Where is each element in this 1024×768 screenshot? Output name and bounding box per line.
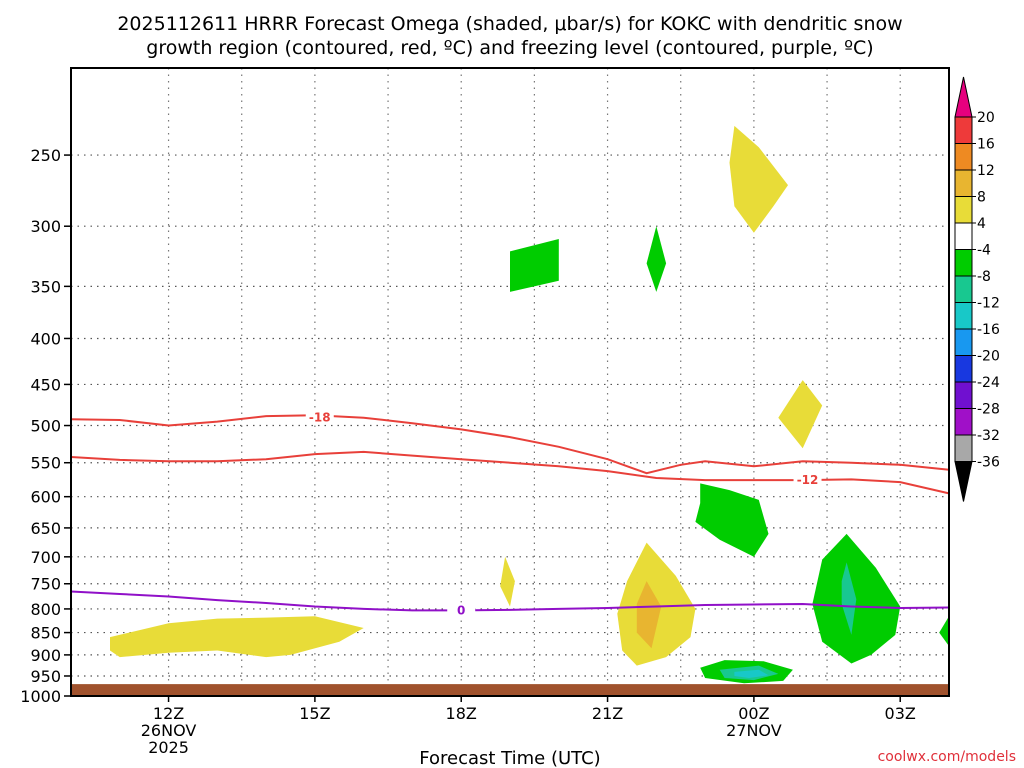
y-tick-label: 1000 (20, 687, 61, 706)
y-tick-label: 700 (30, 548, 61, 567)
colorbar-label: -20 (977, 349, 1000, 365)
omega-region (734, 669, 769, 678)
y-tick-label: 300 (30, 217, 61, 236)
colorbar-segment (954, 408, 973, 436)
colorbar-label: -36 (977, 455, 1000, 471)
colorbar-segment (954, 169, 973, 197)
x-tick-label: 15Z (299, 704, 330, 723)
x-axis-label: Forecast Time (UTC) (419, 748, 600, 768)
colorbar-segment (954, 196, 973, 224)
omega-region (510, 239, 559, 292)
colorbar: 20 16 12 8 4 -4 -8 -12 -16 -20 -24 -28 -32 -36 (954, 76, 1000, 502)
y-tick-label: 350 (30, 277, 61, 296)
contour-line (70, 590, 950, 612)
contour-label: 0 (457, 603, 465, 617)
y-tick-label: 800 (30, 600, 61, 619)
colorbar-segment (954, 434, 973, 462)
omega-region (500, 556, 515, 607)
omega-region (729, 125, 788, 233)
colorbar-label: -8 (977, 269, 991, 285)
colorbar-label: 16 (977, 137, 995, 153)
omega-region (812, 533, 901, 664)
colorbar-top-arrow (954, 76, 973, 118)
contour-label: -18 (309, 411, 331, 425)
colorbar-label: 20 (977, 110, 995, 126)
colorbar-label: -28 (977, 402, 1000, 418)
x-tick-label: 18Z (446, 704, 477, 723)
x-tick-year: 2025 (148, 738, 189, 757)
y-tick-label: 950 (30, 667, 61, 686)
y-tick-label: 250 (30, 146, 61, 165)
y-tick-label: 900 (30, 646, 61, 665)
y-tick-label: 750 (30, 575, 61, 594)
colorbar-label: 4 (977, 216, 986, 232)
colorbar-label: -32 (977, 428, 1000, 444)
y-tick-label: 600 (30, 488, 61, 507)
colorbar-segment (954, 249, 973, 277)
colorbar-label: -12 (977, 296, 1000, 312)
omega-region (636, 581, 662, 649)
x-tick-date: 26NOV (141, 721, 197, 740)
x-tick-label: 00Z (738, 704, 769, 723)
y-axis-ticks: 250 300 350 400 450 500 550 600 650 700 750 800 850 9… (20, 146, 71, 706)
y-tick-label: 400 (30, 329, 61, 348)
contour-label: -12 (797, 473, 819, 487)
omega-shading (110, 125, 949, 684)
colorbar-label: -16 (977, 322, 1000, 338)
x-tick-date: 27NOV (726, 721, 782, 740)
y-tick-label: 850 (30, 624, 61, 643)
y-tick-label: 550 (30, 454, 61, 473)
plot-frame (70, 67, 950, 697)
colorbar-segment (954, 328, 973, 356)
y-tick-label: 650 (30, 519, 61, 538)
colorbar-label: 12 (977, 163, 995, 179)
colorbar-segment (954, 381, 973, 409)
colorbar-label: -24 (977, 375, 1000, 391)
omega-region (646, 226, 667, 292)
chart-title-line1: 2025112611 HRRR Forecast Omega (shaded, … (117, 13, 902, 35)
omega-region (841, 562, 857, 635)
terrain (71, 684, 949, 696)
chart-title-line2: growth region (contoured, red, ºC) and f… (146, 37, 873, 59)
omega-region (778, 380, 823, 449)
credit-text: coolwx.com/models (878, 749, 1016, 765)
omega-region (695, 483, 769, 557)
temperature-contours: -18 -12 0 (70, 409, 950, 618)
colorbar-segment (954, 222, 973, 250)
colorbar-segment (954, 116, 973, 144)
contour-label-bg (793, 472, 822, 488)
colorbar-label: -4 (977, 243, 991, 259)
contour-label-bg (305, 409, 334, 425)
x-tick-label: 03Z (885, 704, 916, 723)
x-tick-label: 21Z (592, 704, 623, 723)
contour-label-bg (447, 602, 476, 618)
terrain-fill (71, 684, 949, 696)
colorbar-segment (954, 302, 973, 330)
colorbar-segment (954, 355, 973, 383)
colorbar-bottom-arrow (954, 461, 973, 502)
y-tick-label: 500 (30, 417, 61, 436)
colorbar-segment (954, 275, 973, 303)
colorbar-segment (954, 143, 973, 171)
y-tick-label: 450 (30, 375, 61, 394)
x-tick-label: 12Z (153, 704, 184, 723)
contour-line (70, 414, 950, 475)
omega-region (110, 616, 364, 658)
colorbar-label: 8 (977, 190, 986, 206)
omega-region (939, 616, 949, 647)
